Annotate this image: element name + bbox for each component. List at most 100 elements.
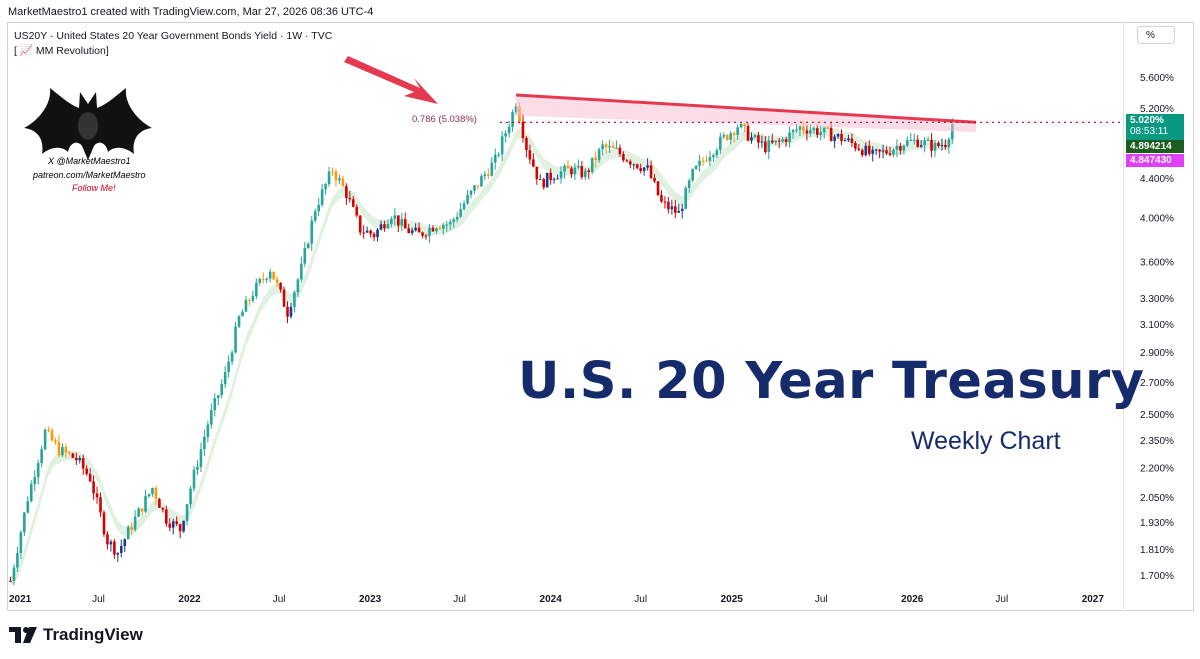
y-tick-label: 2.900% xyxy=(1140,348,1174,359)
x-tick-label: Jul xyxy=(453,594,466,605)
candle-body xyxy=(566,165,570,169)
candle-body xyxy=(784,139,788,143)
candle-body xyxy=(88,473,92,482)
candle-body xyxy=(646,165,649,168)
candle-body xyxy=(500,136,504,155)
y-tick-label: 3.600% xyxy=(1140,258,1174,269)
candle-body xyxy=(867,145,871,154)
candle-body xyxy=(109,541,113,545)
candle-body xyxy=(767,140,771,153)
candle-body xyxy=(306,243,310,248)
candle-body xyxy=(230,352,234,362)
candle-body xyxy=(237,316,241,327)
candle-body xyxy=(777,140,781,142)
candle-body xyxy=(611,146,615,148)
candle-body xyxy=(12,567,16,582)
candle-body xyxy=(19,532,23,554)
candle-body xyxy=(448,221,452,225)
indicator-legend[interactable]: [ 📈 MM Revolution] xyxy=(14,45,109,57)
candle-body xyxy=(559,171,563,179)
candle-body xyxy=(147,494,151,497)
candle-body xyxy=(272,271,275,280)
candle-body xyxy=(78,458,82,461)
candle-body xyxy=(185,504,189,521)
candle-body xyxy=(601,144,604,150)
candle-body xyxy=(753,135,757,138)
bar-countdown: 08:53:11 xyxy=(1130,126,1169,137)
candle-body xyxy=(286,306,289,317)
tradingview-tv-icon xyxy=(9,627,37,643)
candle-body xyxy=(736,127,739,136)
candle-body xyxy=(525,137,528,151)
tradingview-footer[interactable]: TradingView xyxy=(9,624,143,646)
candle-body xyxy=(282,289,286,307)
candle-body xyxy=(414,227,417,231)
candle-body xyxy=(445,224,449,226)
candle-body xyxy=(182,520,185,532)
candle-body xyxy=(234,326,237,353)
candle-body xyxy=(701,160,705,162)
candle-body xyxy=(334,171,338,181)
y-tick-label: 2.200% xyxy=(1140,463,1174,474)
candle-body xyxy=(739,124,743,128)
candle-body xyxy=(85,468,88,474)
candle-body xyxy=(9,580,12,582)
candle-body xyxy=(798,126,802,130)
candle-body xyxy=(397,215,400,226)
candle-body xyxy=(743,124,746,127)
candle-body xyxy=(123,539,127,547)
candle-body xyxy=(362,232,365,234)
candle-body xyxy=(511,112,514,127)
candle-body xyxy=(95,493,99,498)
candle-body xyxy=(577,166,580,168)
symbol-legend[interactable]: US20Y · United States 20 Year Government… xyxy=(14,30,333,42)
candle-body xyxy=(313,211,317,221)
candle-body xyxy=(196,466,199,470)
candle-body xyxy=(216,395,220,399)
candle-body xyxy=(653,177,656,182)
candle-body xyxy=(213,398,217,411)
candle-body xyxy=(843,140,847,142)
candle-body xyxy=(327,171,331,185)
candle-body xyxy=(348,197,352,200)
candle-body xyxy=(663,201,667,203)
candle-body xyxy=(469,190,473,195)
candle-body xyxy=(864,145,868,156)
last-price-value: 5.020% xyxy=(1130,115,1164,126)
candle-body xyxy=(81,458,85,469)
candle-body xyxy=(261,278,265,280)
candle-body xyxy=(684,187,688,209)
candle-body xyxy=(279,282,282,290)
candle-body xyxy=(587,170,591,172)
candle-body xyxy=(220,384,224,396)
candle-body xyxy=(393,215,397,219)
candle-body xyxy=(888,153,892,155)
candle-body xyxy=(178,524,182,532)
resistance-trendline[interactable] xyxy=(515,93,977,124)
candle-body xyxy=(497,154,501,156)
candle-body xyxy=(861,150,864,156)
candle-body xyxy=(435,228,438,232)
attribution-text: MarketMaestro1 created with TradingView.… xyxy=(8,6,374,18)
candle-body xyxy=(895,145,899,150)
candle-body xyxy=(417,227,421,233)
candle-body xyxy=(130,527,133,530)
candle-body xyxy=(372,233,376,238)
candle-body xyxy=(563,165,566,172)
candle-body xyxy=(251,296,255,301)
candle-body xyxy=(677,210,681,213)
candle-body xyxy=(635,164,639,169)
candle-body xyxy=(126,527,130,540)
candle-body xyxy=(175,521,178,525)
y-tick-label: 3.100% xyxy=(1140,320,1174,331)
candle-body xyxy=(473,185,476,191)
percent-scale-button[interactable]: % xyxy=(1137,26,1175,44)
candle-body xyxy=(597,149,601,161)
candle-body xyxy=(151,487,154,495)
candle-body xyxy=(47,429,50,431)
candle-body xyxy=(840,134,843,141)
candle-body xyxy=(210,410,213,425)
candle-body xyxy=(400,219,404,226)
candle-body xyxy=(552,179,556,181)
